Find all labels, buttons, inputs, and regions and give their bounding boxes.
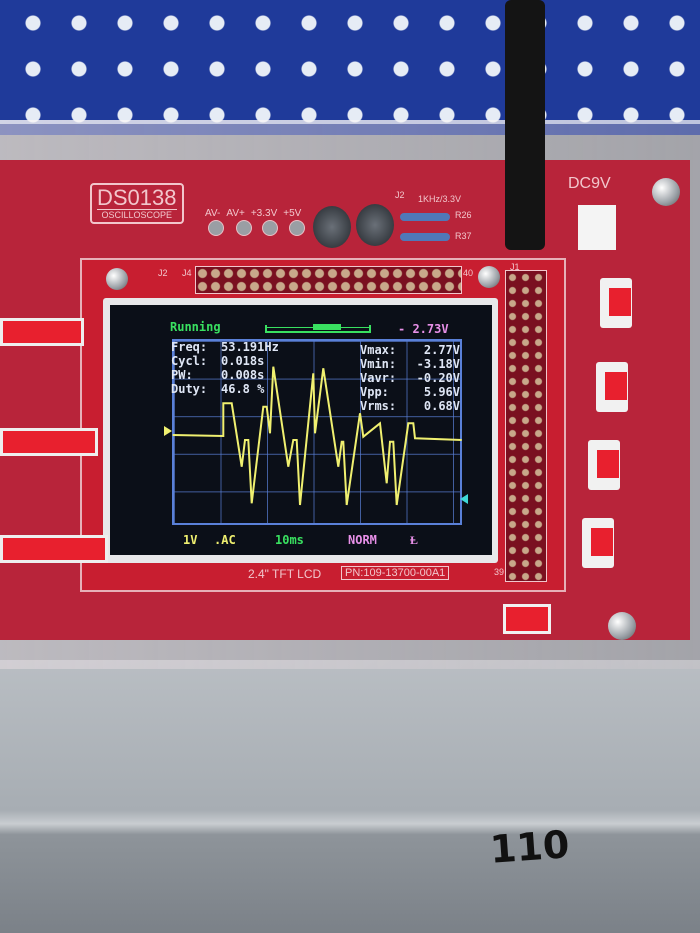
pad-label: +5V bbox=[283, 208, 302, 219]
resistor-label: R26 bbox=[455, 210, 472, 220]
power-pads: AV- AV+ +3.3V +5V bbox=[205, 208, 301, 219]
button-1[interactable] bbox=[600, 278, 632, 328]
resistor bbox=[400, 233, 450, 241]
screw bbox=[652, 178, 680, 206]
resistor bbox=[400, 213, 450, 221]
graticule bbox=[172, 339, 462, 525]
measurement-cycle: Cycl: 0.018s bbox=[171, 354, 265, 368]
measurements-left: Freq: 53.191Hz Cycl: 0.018s PW: 0.008s Duty… bbox=[171, 340, 279, 396]
measurement-vrms: Vrms: 0.68V bbox=[360, 399, 460, 413]
metal-surface bbox=[0, 660, 700, 933]
resistor-label: R37 bbox=[455, 231, 472, 241]
measurement-vmax: Vmax: 2.77V bbox=[360, 343, 460, 357]
j2-label: J2 bbox=[395, 190, 405, 200]
switch-1[interactable] bbox=[0, 318, 84, 346]
trigger-level-readout: - 2.73V bbox=[398, 322, 449, 336]
signal-trace bbox=[172, 366, 462, 506]
measurement-pw: PW: 0.008s bbox=[171, 368, 265, 382]
screw bbox=[608, 612, 636, 640]
j2-label: J2 bbox=[158, 268, 168, 278]
j4-header bbox=[195, 266, 462, 294]
model-label: DS0138 bbox=[97, 185, 177, 210]
pad-label: +3.3V bbox=[250, 208, 278, 219]
part-number: PN:109-13700-00A1 bbox=[341, 566, 450, 580]
channel-marker bbox=[164, 426, 172, 436]
reset-button[interactable] bbox=[503, 604, 551, 634]
screw bbox=[106, 268, 128, 290]
test-pad bbox=[262, 220, 278, 236]
j4-label: J4 bbox=[182, 268, 192, 278]
board-logo: DS0138 OSCILLOSCOPE bbox=[90, 183, 184, 224]
pin-label: 40 bbox=[463, 268, 474, 278]
button-3[interactable] bbox=[588, 440, 620, 490]
trigger-mode: NORM bbox=[348, 533, 377, 547]
time-per-div: 10ms bbox=[275, 533, 304, 547]
capacitor bbox=[356, 204, 394, 246]
dc-input-label: DC9V bbox=[568, 175, 611, 192]
volts-per-div: 1V bbox=[183, 533, 198, 547]
button-4[interactable] bbox=[582, 518, 614, 568]
probe-cable bbox=[505, 0, 545, 250]
measurement-freq: Freq: 53.191Hz bbox=[171, 340, 279, 354]
trigger-edge-icon: Ⱡ bbox=[410, 533, 419, 547]
coupling-mode: .AC bbox=[214, 533, 236, 547]
switch-2[interactable] bbox=[0, 428, 98, 456]
measurements-right: Vmax: 2.77V Vmin: -3.18V Vavr: -0.20V Vpp: 5… bbox=[360, 343, 460, 413]
measurement-vavr: Vavr: -0.20V bbox=[360, 371, 460, 385]
pin-label: 39 bbox=[494, 567, 505, 577]
measurement-duty: Duty: 46.8 % bbox=[171, 382, 265, 396]
test-pad bbox=[289, 220, 305, 236]
trigger-marker bbox=[460, 494, 468, 504]
capacitor bbox=[313, 206, 351, 248]
button-2[interactable] bbox=[596, 362, 628, 412]
measurement-vpp: Vpp: 5.96V bbox=[360, 385, 460, 399]
model-sub-label: OSCILLOSCOPE bbox=[97, 209, 177, 220]
test-signal-label: 1KHz/3.3V bbox=[418, 194, 462, 204]
switch-3[interactable] bbox=[0, 535, 108, 563]
pad-label: AV- bbox=[205, 208, 221, 219]
measurement-vmin: Vmin: -3.18V bbox=[360, 357, 460, 371]
pad-label: AV+ bbox=[226, 208, 245, 219]
memory-position-bar bbox=[265, 324, 371, 333]
run-status: Running bbox=[170, 320, 221, 334]
pegboard-background bbox=[0, 0, 700, 135]
test-pad bbox=[236, 220, 252, 236]
power-connector bbox=[578, 205, 616, 250]
test-pad bbox=[208, 220, 224, 236]
j1-header bbox=[505, 270, 547, 582]
screw bbox=[478, 266, 500, 288]
lcd-label: 2.4" TFT LCD bbox=[248, 567, 322, 581]
j1-label: J1 bbox=[510, 262, 520, 272]
